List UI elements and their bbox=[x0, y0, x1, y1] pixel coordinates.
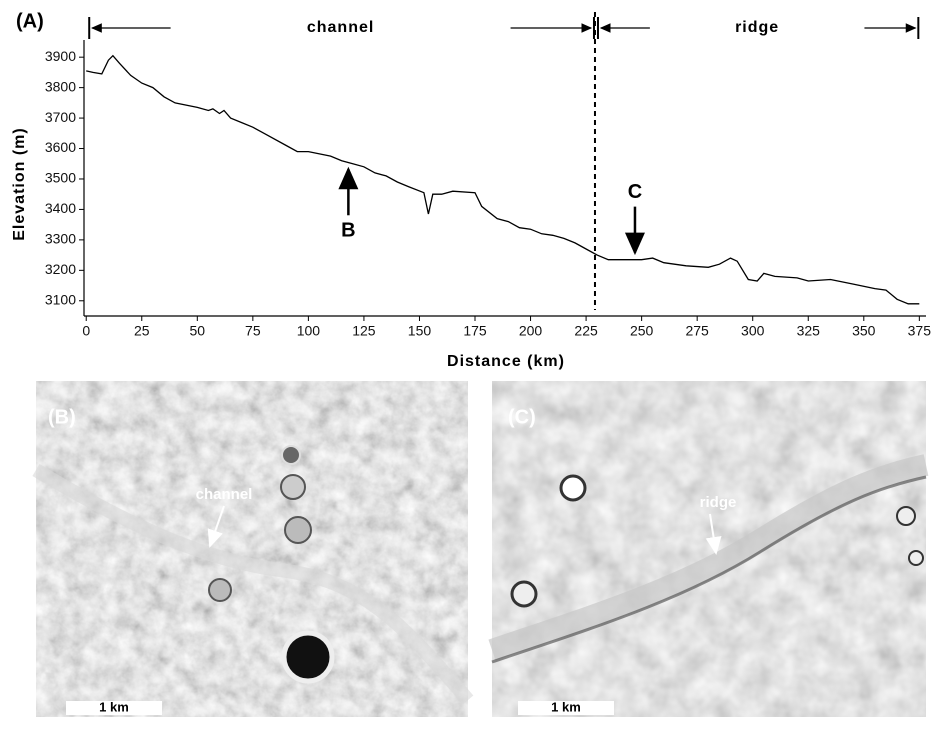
y-tick-label: 3500 bbox=[45, 170, 76, 186]
x-tick-label: 325 bbox=[797, 323, 821, 339]
span-label: channel bbox=[307, 19, 374, 36]
y-tick-label: 3600 bbox=[45, 139, 76, 155]
feature-label: channel bbox=[196, 486, 253, 503]
surface-image bbox=[492, 381, 926, 717]
image-panel-c: (C) ridge 1 km bbox=[492, 381, 926, 717]
x-tick-label: 225 bbox=[574, 323, 598, 339]
span-label: ridge bbox=[735, 19, 779, 36]
panel-label: (B) bbox=[48, 406, 76, 428]
x-tick-label: 100 bbox=[297, 323, 321, 339]
x-tick-label: 200 bbox=[519, 323, 543, 339]
panel-label: (C) bbox=[508, 406, 536, 428]
y-tick-label: 3900 bbox=[45, 48, 76, 64]
y-tick-label: 3300 bbox=[45, 231, 76, 247]
figure: (A) Distance (km) Elevation (m) (B) chan… bbox=[0, 0, 936, 728]
x-tick-label: 125 bbox=[352, 323, 376, 339]
crater bbox=[209, 579, 231, 601]
y-tick-label: 3100 bbox=[45, 291, 76, 307]
x-tick-label: 300 bbox=[741, 323, 765, 339]
x-tick-label: 250 bbox=[630, 323, 654, 339]
y-tick-label: 3700 bbox=[45, 109, 76, 125]
scale-label: 1 km bbox=[99, 699, 129, 714]
crater bbox=[284, 633, 332, 681]
crater bbox=[282, 446, 300, 464]
x-tick-label: 350 bbox=[852, 323, 876, 339]
crater bbox=[561, 476, 585, 500]
feature-label: ridge bbox=[700, 494, 737, 511]
x-axis-label: Distance (km) bbox=[447, 353, 565, 370]
x-tick-label: 375 bbox=[908, 323, 932, 339]
page: (A) Distance (km) Elevation (m) (B) chan… bbox=[0, 0, 936, 728]
x-tick-label: 75 bbox=[245, 323, 261, 339]
x-tick-label: 175 bbox=[463, 323, 487, 339]
crater bbox=[909, 551, 923, 565]
x-tick-label: 50 bbox=[190, 323, 206, 339]
panel-label: (A) bbox=[16, 10, 44, 32]
crater bbox=[512, 582, 536, 606]
y-axis-label: Elevation (m) bbox=[11, 127, 28, 240]
y-tick-label: 3200 bbox=[45, 261, 76, 277]
elevation-line bbox=[86, 56, 919, 304]
crater bbox=[897, 507, 915, 525]
crater bbox=[285, 517, 311, 543]
x-tick-label: 25 bbox=[134, 323, 150, 339]
x-tick-label: 150 bbox=[408, 323, 432, 339]
y-tick-label: 3800 bbox=[45, 78, 76, 94]
image-panel-b: (B) channel 1 km bbox=[36, 381, 468, 717]
x-tick-label: 0 bbox=[82, 323, 90, 339]
y-tick-label: 3400 bbox=[45, 200, 76, 216]
crater bbox=[281, 475, 305, 499]
annotation-label: C bbox=[628, 181, 642, 203]
scale-label: 1 km bbox=[551, 699, 581, 714]
surface-image bbox=[36, 381, 468, 717]
annotation-label: B bbox=[341, 220, 355, 242]
x-tick-label: 275 bbox=[685, 323, 709, 339]
